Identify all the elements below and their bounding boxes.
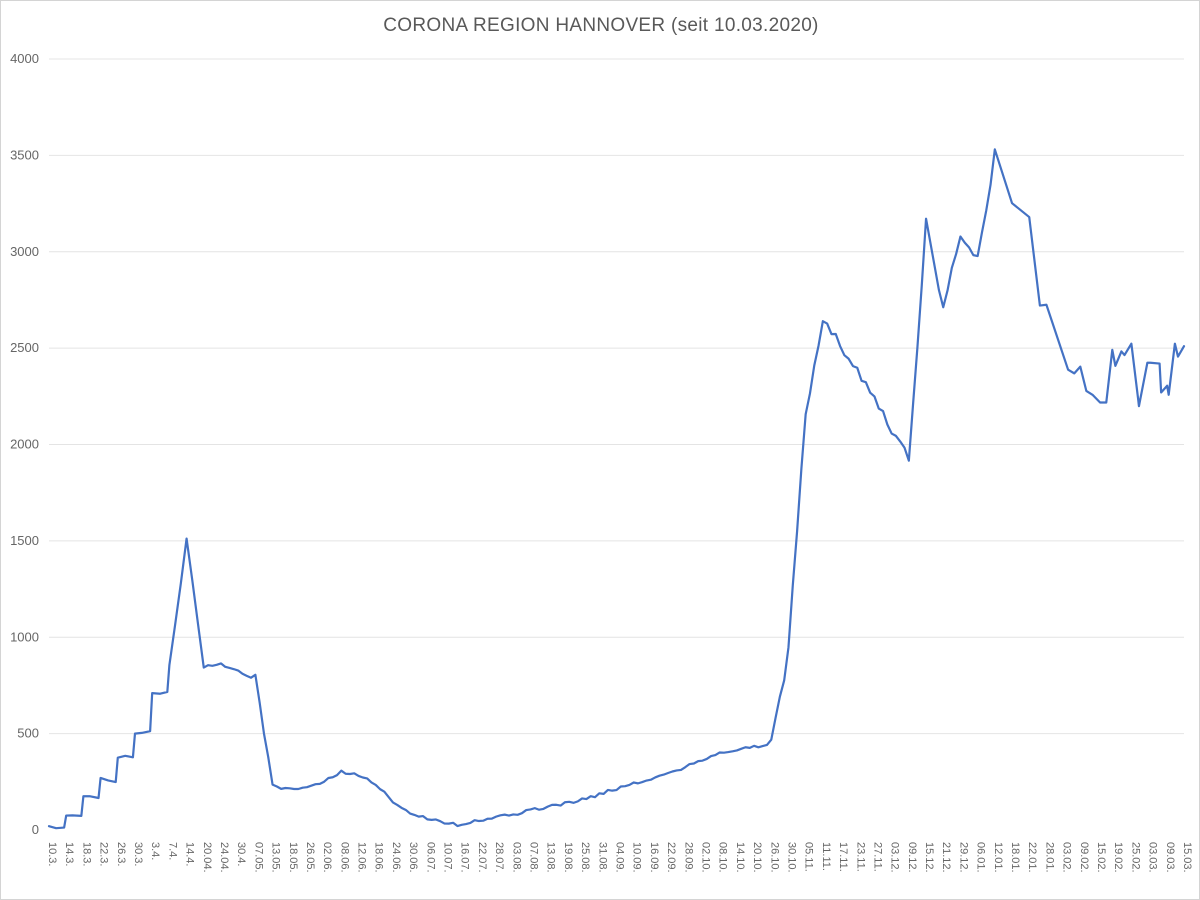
svg-text:10.07.: 10.07. <box>442 842 454 873</box>
svg-text:14.3.: 14.3. <box>63 842 75 866</box>
svg-text:31.08.: 31.08. <box>596 842 608 873</box>
svg-text:27.11.: 27.11. <box>871 842 883 872</box>
svg-text:3.4.: 3.4. <box>149 842 161 860</box>
svg-text:06.01.: 06.01. <box>975 842 987 873</box>
svg-text:11.11.: 11.11. <box>820 842 832 871</box>
svg-text:30.4.: 30.4. <box>235 842 247 866</box>
svg-text:13.08.: 13.08. <box>545 842 557 873</box>
svg-text:26.10.: 26.10. <box>768 842 780 873</box>
svg-text:1000: 1000 <box>10 629 39 644</box>
svg-text:05.11.: 05.11. <box>803 842 815 872</box>
svg-text:3500: 3500 <box>10 147 39 162</box>
svg-text:12.01.: 12.01. <box>992 842 1004 873</box>
svg-text:500: 500 <box>17 726 39 741</box>
svg-text:26.3.: 26.3. <box>115 842 127 866</box>
svg-text:04.09.: 04.09. <box>614 842 626 873</box>
svg-text:23.11.: 23.11. <box>854 842 866 872</box>
svg-text:14.4.: 14.4. <box>184 842 196 866</box>
svg-text:03.02.: 03.02. <box>1061 842 1073 873</box>
svg-text:08.06.: 08.06. <box>338 842 350 873</box>
svg-text:24.06.: 24.06. <box>390 842 402 873</box>
svg-text:18.05.: 18.05. <box>287 842 299 873</box>
svg-text:14.10.: 14.10. <box>734 842 746 873</box>
svg-text:19.02.: 19.02. <box>1112 842 1124 873</box>
svg-text:07.08.: 07.08. <box>528 842 540 873</box>
svg-text:25.02.: 25.02. <box>1129 842 1141 873</box>
svg-text:17.11.: 17.11. <box>837 842 849 872</box>
svg-text:15.02.: 15.02. <box>1095 842 1107 873</box>
svg-text:09.03.: 09.03. <box>1164 842 1176 873</box>
svg-text:25.08.: 25.08. <box>579 842 591 873</box>
svg-text:2000: 2000 <box>10 437 39 452</box>
svg-text:30.06.: 30.06. <box>407 842 419 873</box>
svg-text:28.07.: 28.07. <box>493 842 505 873</box>
svg-text:21.12.: 21.12. <box>940 842 952 873</box>
svg-text:7.4.: 7.4. <box>166 842 178 860</box>
svg-text:08.10.: 08.10. <box>717 842 729 873</box>
svg-text:12.06.: 12.06. <box>356 842 368 873</box>
svg-text:30.10.: 30.10. <box>785 842 797 873</box>
svg-text:13.05.: 13.05. <box>270 842 282 873</box>
svg-text:20.04.: 20.04. <box>201 842 213 873</box>
svg-text:24.04.: 24.04. <box>218 842 230 873</box>
svg-text:28.09.: 28.09. <box>682 842 694 873</box>
svg-text:22.3.: 22.3. <box>98 842 110 866</box>
svg-text:15.03.: 15.03. <box>1181 842 1193 873</box>
svg-text:28.01.: 28.01. <box>1043 842 1055 873</box>
svg-text:0: 0 <box>32 822 39 837</box>
svg-text:09.02.: 09.02. <box>1078 842 1090 873</box>
svg-text:22.07.: 22.07. <box>476 842 488 873</box>
svg-text:18.01.: 18.01. <box>1009 842 1021 873</box>
svg-text:19.08.: 19.08. <box>562 842 574 873</box>
svg-text:20.10.: 20.10. <box>751 842 763 873</box>
svg-text:03.08.: 03.08. <box>510 842 522 873</box>
svg-text:10.3.: 10.3. <box>46 842 58 866</box>
svg-text:16.07.: 16.07. <box>459 842 471 873</box>
svg-text:29.12.: 29.12. <box>957 842 969 873</box>
svg-text:18.3.: 18.3. <box>80 842 92 866</box>
svg-text:09.12.: 09.12. <box>906 842 918 873</box>
svg-text:30.3.: 30.3. <box>132 842 144 866</box>
svg-text:10.09.: 10.09. <box>631 842 643 873</box>
svg-text:3000: 3000 <box>10 244 39 259</box>
svg-text:22.01.: 22.01. <box>1026 842 1038 873</box>
svg-text:07.05.: 07.05. <box>252 842 264 873</box>
svg-text:06.07.: 06.07. <box>424 842 436 873</box>
svg-text:1500: 1500 <box>10 533 39 548</box>
svg-text:4000: 4000 <box>10 51 39 66</box>
svg-text:22.09.: 22.09. <box>665 842 677 873</box>
svg-text:03.12.: 03.12. <box>889 842 901 873</box>
svg-text:03.03.: 03.03. <box>1147 842 1159 873</box>
svg-text:18.06.: 18.06. <box>373 842 385 873</box>
svg-text:2500: 2500 <box>10 340 39 355</box>
svg-text:15.12.: 15.12. <box>923 842 935 873</box>
svg-text:02.06.: 02.06. <box>321 842 333 873</box>
svg-text:02.10.: 02.10. <box>699 842 711 873</box>
svg-text:26.05.: 26.05. <box>304 842 316 873</box>
svg-text:16.09.: 16.09. <box>648 842 660 873</box>
